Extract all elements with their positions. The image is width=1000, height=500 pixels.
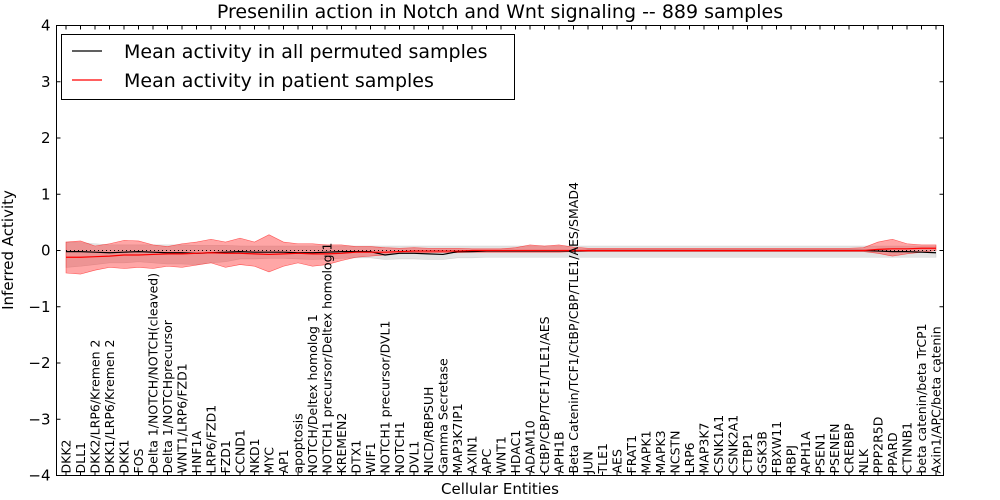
x-tick-label: Delta 1/NOTCHprecursor (160, 319, 175, 473)
x-tick-label: Axin1/APC/beta catenin (929, 326, 944, 473)
x-tick-label: DVL1 (407, 441, 422, 474)
x-tick-label: HDAC1 (508, 430, 523, 474)
x-tick-label: DLL1 (73, 442, 88, 474)
x-tick-label: LRP6 (682, 442, 697, 473)
x-tick-label: KREMEN2 (334, 413, 349, 474)
x-tick-label: ADAM10 (523, 420, 538, 473)
x-tick-label: CSNK2A1 (726, 415, 741, 474)
x-tick-label: Gamma Secretase (436, 358, 451, 473)
x-tick-label: WIF1 (363, 442, 378, 473)
x-tick-label: CTNNB1 (900, 422, 915, 474)
x-tick-label: RBPJ (784, 445, 799, 474)
x-axis: DKK2 DLL1 DKK2/LRP6/Kremen 2 DKK1/LRP6/Krem… (59, 25, 944, 476)
x-tick-label: NKD1 (247, 438, 262, 473)
series-line-patient (66, 247, 936, 258)
x-tick-label: CSNK1A1 (711, 415, 726, 474)
x-tick-label: NLK (856, 448, 871, 473)
series-lines (66, 247, 937, 258)
x-tick-label: DKK2 (59, 440, 74, 474)
x-tick-label: PPARD (885, 432, 900, 473)
x-tick-label: FBXW11 (769, 421, 784, 474)
x-tick-label: NOTCH1 precursor/Deltex homolog 1 (320, 243, 335, 474)
y-axis: 4 3 2 1 0 −1 −2 −3 −4 (28, 17, 944, 485)
x-tick-label: APC (479, 448, 494, 473)
x-tick-label: PPP2R5D (871, 417, 886, 474)
x-tick-label: Beta Catenin/TCF1/CtBP/CBP/TLE1/AES/SMAD… (566, 182, 581, 473)
x-tick-label: CTBP1 (740, 433, 755, 473)
x-tick-label: TLE1 (595, 443, 610, 474)
band-patient (65, 234, 937, 275)
x-tick-label: FZD1 (218, 440, 233, 473)
x-tick-label: DKK1/LRP6/Kremen 2 (102, 339, 117, 473)
y-tick-label: −4 (28, 467, 50, 485)
x-tick-label: CtBP/CBP/TCF1/TLE1/AES (537, 316, 552, 473)
x-axis-label: Cellular Entities (441, 480, 559, 498)
x-tick-label: WNT1/LRP6/FZD1 (175, 363, 190, 473)
x-tick-label: DKK2/LRP6/Kremen 2 (88, 339, 103, 473)
x-tick-label: NOTCH1 precursor/DVL1 (378, 321, 393, 474)
x-tick-label: FOS (131, 448, 146, 473)
y-tick-label: −2 (28, 354, 50, 372)
x-tick-label: APH1A (798, 431, 813, 473)
x-tick-label: AXIN1 (465, 435, 480, 473)
y-tick-label: 0 (41, 242, 51, 260)
legend: Mean activity in all permuted samples Me… (61, 34, 515, 100)
x-tick-label: AES (610, 449, 625, 473)
x-tick-label: NOTCH/Deltex homolog 1 (305, 314, 320, 473)
x-tick-label: FRAT1 (624, 435, 639, 474)
legend-label-patient: Mean activity in patient samples (124, 70, 434, 92)
x-tick-label: PSEN1 (813, 433, 828, 474)
x-tick-label: DTX1 (349, 440, 364, 474)
legend-box (61, 34, 515, 100)
x-tick-label: CREBBP (842, 423, 857, 473)
chart-title: Presenilin action in Notch and Wnt signa… (217, 1, 783, 23)
x-tick-label: MAPK1 (639, 430, 654, 473)
y-tick-label: 2 (41, 129, 51, 147)
x-tick-label: APH1B (552, 431, 567, 473)
y-tick-label: 4 (41, 17, 51, 35)
x-tick-label: JUN (581, 451, 596, 474)
x-tick-label: LRP6/FZD1 (204, 405, 219, 474)
x-tick-label: beta catenin/beta TrCP1 (914, 323, 929, 473)
x-tick-label: MYC (262, 447, 277, 474)
x-tick-label: Delta 1/NOTCH/NOTCH(cleaved) (146, 273, 161, 474)
y-tick-label: 1 (41, 185, 51, 203)
y-axis-label: Inferred Activity (0, 190, 17, 310)
legend-label-permuted: Mean activity in all permuted samples (124, 41, 487, 63)
x-tick-label: MAP3K7IP1 (450, 403, 465, 473)
y-tick-label: −3 (28, 410, 50, 428)
x-tick-label: MAPK3 (653, 430, 668, 473)
x-tick-label: NCSTN (668, 431, 683, 474)
x-tick-label: CCND1 (233, 429, 248, 473)
y-tick-label: −1 (28, 298, 50, 316)
x-tick-label: apoptosis (291, 413, 306, 473)
confidence-bands (65, 234, 937, 275)
x-tick-label: AP1 (276, 449, 291, 473)
x-tick-label: MAP3K7 (697, 423, 712, 474)
x-tick-label: WNT1 (494, 436, 509, 473)
y-tick-label: 3 (41, 73, 51, 91)
x-tick-label: NOTCH1 (392, 421, 407, 473)
x-tick-label: DKK1 (117, 440, 132, 474)
x-tick-label: NICD/RBPSUH (421, 387, 436, 474)
x-tick-label: HNF1A (189, 431, 204, 474)
x-tick-label: GSK3B (755, 431, 770, 473)
x-tick-label: PSENEN (827, 424, 842, 474)
